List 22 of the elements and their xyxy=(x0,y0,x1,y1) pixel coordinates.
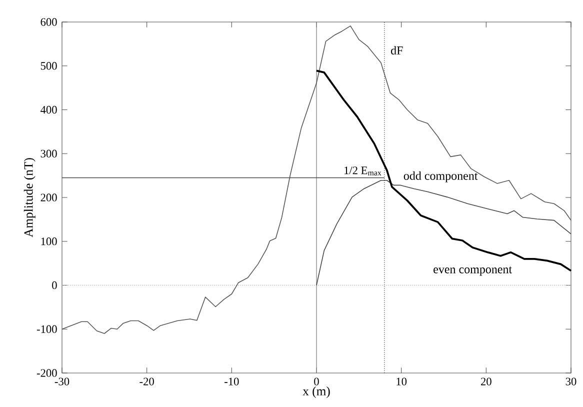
series-label: even component xyxy=(434,266,512,276)
y-tick-label: 200 xyxy=(40,194,57,202)
y-tick-label: -100 xyxy=(36,325,57,333)
y-tick-label: -200 xyxy=(36,369,57,377)
y-tick-label: 500 xyxy=(40,62,57,70)
y-tick-label: 300 xyxy=(40,150,57,158)
x-tick-label: 0 xyxy=(314,378,319,386)
y-axis-title: Amplitude (nT) xyxy=(24,158,36,238)
y-tick-label: 0 xyxy=(52,281,57,290)
y-tick-label: 600 xyxy=(40,18,57,26)
y-tick-label: 100 xyxy=(41,238,57,246)
x-tick-label: -10 xyxy=(224,378,239,386)
x-tick-label: 30 xyxy=(566,378,576,386)
x-tick-label: -30 xyxy=(54,378,70,386)
x-tick-label: -20 xyxy=(140,378,154,386)
series-label: dF xyxy=(391,46,403,55)
y-tick-label: 400 xyxy=(40,106,57,114)
series-label: odd component xyxy=(404,171,478,182)
x-axis-title: x (m) xyxy=(302,386,330,398)
x-tick-label: 10 xyxy=(396,378,407,386)
x-tick-label: 20 xyxy=(480,378,492,386)
ref-line-label: 1/2 E$_{max}$ xyxy=(344,166,382,176)
